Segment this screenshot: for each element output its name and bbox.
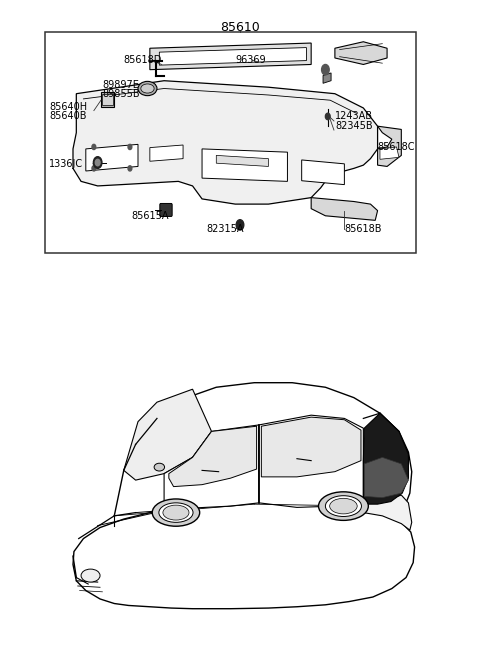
Ellipse shape <box>141 84 154 93</box>
Polygon shape <box>73 500 415 608</box>
Polygon shape <box>202 149 288 181</box>
Ellipse shape <box>81 569 100 582</box>
Text: 85615A: 85615A <box>131 211 168 221</box>
Polygon shape <box>150 145 183 161</box>
Polygon shape <box>311 198 378 220</box>
Bar <box>101 92 114 107</box>
Ellipse shape <box>330 498 357 514</box>
Text: 96369: 96369 <box>235 55 266 65</box>
Polygon shape <box>216 155 268 166</box>
Polygon shape <box>86 144 138 171</box>
Ellipse shape <box>325 496 361 517</box>
Bar <box>46 32 416 253</box>
Polygon shape <box>169 426 257 487</box>
Text: 82315A: 82315A <box>207 224 244 234</box>
Polygon shape <box>261 417 361 477</box>
Polygon shape <box>159 48 306 65</box>
Ellipse shape <box>154 463 165 471</box>
Ellipse shape <box>163 505 189 520</box>
Polygon shape <box>323 73 331 83</box>
Circle shape <box>94 157 102 168</box>
Polygon shape <box>335 42 387 64</box>
Circle shape <box>325 113 330 120</box>
Ellipse shape <box>138 81 157 96</box>
Polygon shape <box>378 126 401 166</box>
Circle shape <box>128 144 132 149</box>
Polygon shape <box>363 413 408 504</box>
Polygon shape <box>301 160 344 185</box>
Ellipse shape <box>319 492 368 520</box>
Circle shape <box>92 166 96 171</box>
Circle shape <box>128 166 132 171</box>
Polygon shape <box>124 389 212 480</box>
Text: 85640B: 85640B <box>49 111 87 121</box>
FancyBboxPatch shape <box>160 204 172 216</box>
Polygon shape <box>73 81 378 204</box>
Text: 1336JC: 1336JC <box>49 159 84 169</box>
Ellipse shape <box>152 499 200 526</box>
Text: 85640H: 85640H <box>49 102 87 112</box>
Text: 89855B: 89855B <box>102 88 140 99</box>
Text: 85610: 85610 <box>220 21 260 34</box>
Polygon shape <box>259 415 363 508</box>
Text: 82345B: 82345B <box>335 121 372 130</box>
Circle shape <box>92 144 96 149</box>
Polygon shape <box>380 147 399 159</box>
Polygon shape <box>363 495 412 530</box>
Bar <box>102 94 113 105</box>
Circle shape <box>236 219 244 230</box>
Polygon shape <box>150 43 311 69</box>
Ellipse shape <box>159 503 193 522</box>
Circle shape <box>96 159 100 166</box>
Text: 89897E: 89897E <box>102 80 139 90</box>
Text: 1243AB: 1243AB <box>335 111 373 121</box>
Text: 85618C: 85618C <box>378 142 415 152</box>
Polygon shape <box>364 457 408 498</box>
Text: 85618B: 85618B <box>344 224 382 234</box>
Polygon shape <box>164 425 259 510</box>
Text: 85618D: 85618D <box>124 55 162 65</box>
Circle shape <box>322 64 329 75</box>
